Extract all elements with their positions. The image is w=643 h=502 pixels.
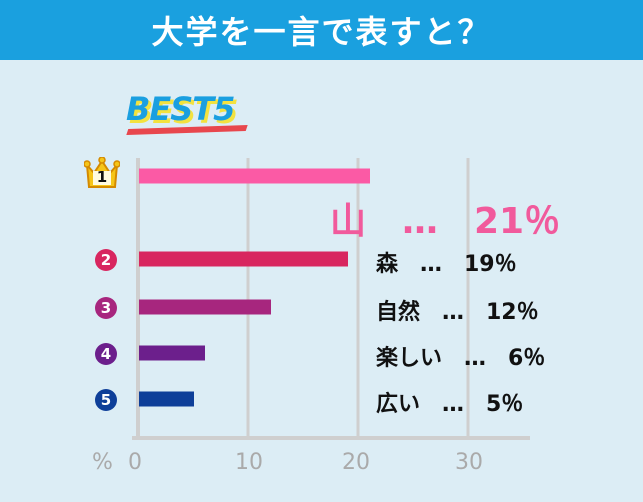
value-label-1: 山 … 21％ <box>330 201 561 242</box>
value-label-5: 広い … 5％ <box>376 392 524 417</box>
header-title: 大学を一言で表すと？ <box>151 13 492 51</box>
rank-2-badge: 2 <box>95 249 117 271</box>
rank-5-badge: 5 <box>95 389 117 411</box>
bar-森 <box>139 251 348 267</box>
bar-自然 <box>139 299 271 315</box>
rank-4-badge: 4 <box>95 343 117 365</box>
x-tick-label-20: 20 <box>342 450 370 475</box>
x-tick-label-0: 0 <box>128 450 142 475</box>
value-label-3: 自然 … 12％ <box>376 300 539 325</box>
bar-広い <box>139 391 194 407</box>
x-axis-unit: % <box>92 450 113 475</box>
bar-山 <box>139 168 370 184</box>
x-tick-label-30: 30 <box>455 450 483 475</box>
value-label-4: 楽しい … 6％ <box>376 346 546 371</box>
best5-label: BEST5 <box>126 90 235 128</box>
rank-1-number: 1 <box>96 168 108 186</box>
bar-楽しい <box>139 345 205 361</box>
rank-3-badge: 3 <box>95 297 117 319</box>
crown-icon <box>84 157 120 188</box>
header-banner: 大学を一言で表すと？ <box>0 0 643 60</box>
x-tick-label-10: 10 <box>235 450 263 475</box>
value-label-2: 森 … 19％ <box>376 252 517 277</box>
